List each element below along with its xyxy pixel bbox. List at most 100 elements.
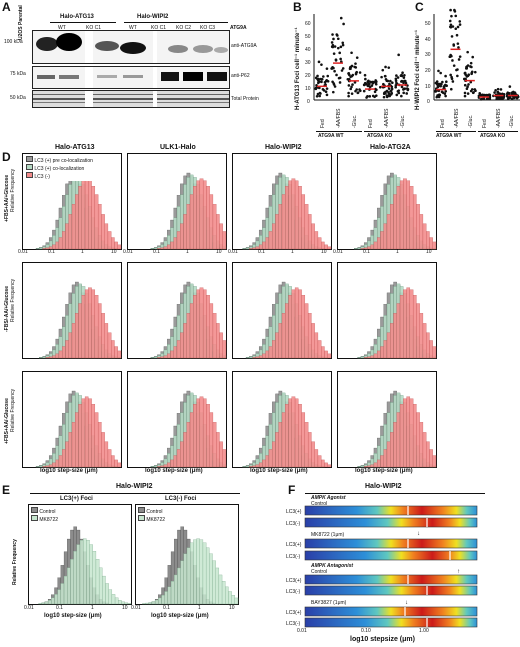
d-hist-bars [242,390,332,468]
data-point [495,96,499,99]
data-point [314,87,318,91]
d-xlabel-1: log10 step-size (μm) [40,468,98,474]
hist-bar-neg [163,355,168,359]
hist-bar-neg [265,455,270,468]
data-point [331,65,334,69]
d-xlabel-4: log10 step-size (μm) [355,468,413,474]
hist-bar-mk8722 [234,597,239,605]
hist-bar-mk8722 [154,599,159,605]
hist-bar-neg [314,332,319,359]
data-point [362,89,366,93]
legend-swatch-mk8722 [138,515,145,521]
hist-bar-neg [212,204,217,250]
group-label-atg13: Halo-ATG13 [60,14,94,20]
hist-bar-neg [291,396,296,468]
hist-bar-neg [78,186,82,250]
hist-bar-mk8722 [218,574,223,605]
hist-bar-co [42,356,47,359]
hist-bar-neg [91,404,96,468]
hist-bar-co [35,248,40,250]
f-xlabel: log10 stepsize (μm) [350,636,415,643]
d-hist-r3-c2 [127,371,227,468]
legend-label-neg: LC3 (-) [34,174,50,180]
hist-bar-mk8722 [228,591,232,605]
hist-bar-mk8722 [51,597,55,605]
panel-label-f: F [288,483,296,497]
hist-bar-neg [377,459,381,468]
data-point [400,85,404,89]
hist-bar-neg [167,244,171,250]
data-point [335,73,338,77]
c-cat-6: -Gluc. [509,114,515,128]
hist-bar-neg [180,441,184,468]
data-point [466,92,470,95]
data-point [341,41,345,45]
hist-bar-mk8722 [183,553,188,605]
data-point [348,66,352,69]
data-point [347,84,351,87]
data-point [444,94,447,98]
hist-bar-neg [78,404,82,468]
data-point [454,14,458,18]
hist-bar-neg [396,412,401,468]
hist-bar-neg [380,455,384,468]
data-point [444,74,447,78]
hist-bar-neg [416,412,420,468]
d-hist-bars [150,281,227,359]
data-point [439,84,442,88]
hist-bar-neg [403,398,407,468]
f-sec-agonist: AMPK Agonist [311,495,346,501]
legend-swatch-mk8722 [31,515,38,521]
data-point [457,58,461,61]
hist-bar-neg [386,332,391,359]
f-ctrl-1: Control [311,501,328,507]
c-group-line-2 [478,131,518,132]
hist-bar-neg [294,287,299,359]
hist-bar-neg [219,223,223,250]
hist-bar-neg [176,231,181,250]
data-point [336,34,339,37]
data-point [325,67,329,70]
hist-bar-neg [324,350,328,359]
row-label-p62: anti-P62 [231,73,250,79]
hist-bar-neg [317,455,322,468]
data-point [456,68,459,71]
data-point [454,27,458,31]
hist-bar-neg [268,231,273,250]
data-point [466,64,470,67]
hist-bar-neg [219,332,223,359]
hist-bar-neg [167,353,171,359]
hist-bar-neg [88,398,92,468]
lane-koc1-2: KO C1 [151,25,167,31]
hist-bar-co [360,356,365,359]
hist-bar-co [357,466,362,468]
e-title-line [30,493,240,494]
hist-bar-neg [55,459,60,468]
hist-bar-co [39,465,43,468]
xtick: 0.01 [123,249,133,255]
d-hist-r1-c2 [127,153,227,250]
f-lc3p-2: LC3(+) [286,542,302,548]
data-point [389,89,392,93]
data-point [508,96,512,100]
xtick: 10 [111,249,117,255]
data-point [395,93,399,97]
f-strip-ctrl2-lc3p [304,574,478,585]
hist-bar-neg [321,241,325,250]
data-point [350,92,354,95]
hist-bar-mk8722 [44,601,49,605]
hist-bar-neg [170,241,174,250]
hist-bar-neg [68,214,73,250]
d-col-ulk1: ULK1-Halo [160,144,196,151]
f-mk: MK8722 (1μm) [311,532,345,538]
d-row2-ylabel: Relative Frequency [10,278,16,322]
hist-bar-neg [272,441,276,468]
data-point [318,94,321,98]
data-point [452,44,456,47]
hist-bar-neg [68,332,73,359]
data-point [440,90,444,94]
hist-bar-co [150,466,155,468]
hist-bar-mk8722 [158,597,162,605]
data-point [356,91,360,94]
hist-bar-mk8722 [199,539,204,605]
